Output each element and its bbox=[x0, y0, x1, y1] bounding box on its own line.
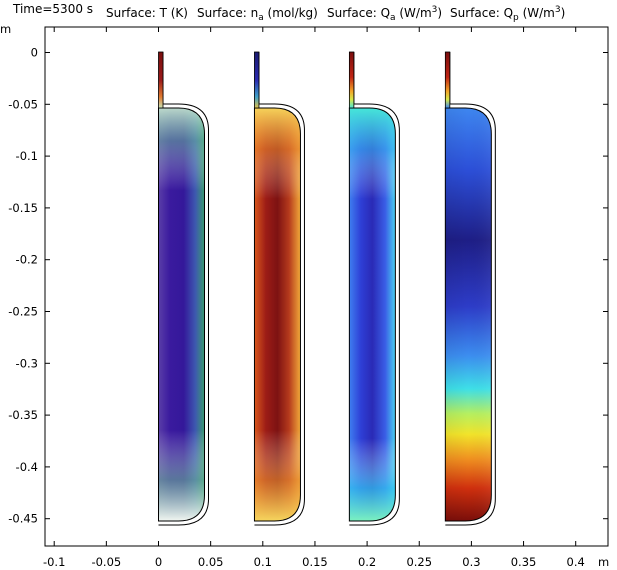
y-tick-label: -0.45 bbox=[8, 512, 38, 526]
surface-title-heat-a: Surface: Qa (W/m3) bbox=[327, 5, 442, 23]
field-outline bbox=[158, 107, 205, 522]
field-outline bbox=[253, 107, 301, 522]
y-tick-label: -0.1 bbox=[16, 149, 38, 163]
x-tick-label: 0.2 bbox=[358, 555, 376, 569]
field-fill-overlay bbox=[254, 108, 301, 521]
vessel-stem bbox=[444, 51, 451, 109]
y-tick-label: 0 bbox=[31, 46, 38, 60]
x-tick-label: 0.05 bbox=[198, 555, 224, 569]
x-tick-label: 0.1 bbox=[254, 555, 272, 569]
field-outline bbox=[444, 107, 492, 522]
surface-title-concentration: Surface: na (mol/kg) bbox=[197, 6, 318, 23]
field-outline bbox=[348, 107, 396, 522]
y-tick-label: -0.3 bbox=[16, 356, 38, 370]
vessel-concentration bbox=[253, 51, 305, 526]
y-tick-label: -0.15 bbox=[8, 201, 38, 215]
y-tick-label: -0.25 bbox=[8, 305, 38, 319]
field-fill-overlay bbox=[445, 108, 492, 521]
x-tick-label: 0.35 bbox=[511, 555, 537, 569]
field-fill-overlay bbox=[349, 108, 396, 521]
x-tick-label: 0.3 bbox=[462, 555, 480, 569]
vessel-stem bbox=[254, 51, 260, 109]
x-tick-label: 0.4 bbox=[567, 555, 585, 569]
vessel-stem bbox=[348, 51, 355, 109]
plot-frame bbox=[44, 26, 609, 547]
time-label: Time=5300 s bbox=[12, 2, 93, 16]
y-tick-label: -0.35 bbox=[8, 408, 38, 422]
axis-ticks: -0.1 -0.05 0 0.05 0.1 0.15 0.2 0.25 0.3 0.35 0.4 0 -… bbox=[8, 27, 608, 569]
x-tick-label: 0.25 bbox=[406, 555, 432, 569]
vessel-shapes bbox=[158, 51, 496, 526]
x-tick-label: -0.05 bbox=[91, 555, 121, 569]
x-tick-label: 0.15 bbox=[302, 555, 328, 569]
vessel-temperature bbox=[158, 51, 209, 526]
plot-header: Time=5300 s Surface: T (K) Surface: na (… bbox=[12, 2, 565, 23]
vessel-heat-source-p bbox=[444, 51, 496, 526]
vessel-heat-source-a bbox=[348, 51, 400, 526]
surface-title-heat-p: Surface: Qp (W/m3) bbox=[450, 5, 565, 23]
field-fill-overlay bbox=[158, 108, 205, 521]
x-tick-label: 0 bbox=[155, 555, 162, 569]
x-unit-label: m bbox=[598, 555, 609, 569]
y-tick-label: -0.4 bbox=[16, 460, 38, 474]
x-tick-label: -0.1 bbox=[43, 555, 65, 569]
y-tick-label: -0.2 bbox=[16, 253, 38, 267]
y-tick-label: -0.05 bbox=[8, 97, 38, 111]
vessel-stem bbox=[158, 51, 164, 109]
surface-title-temperature: Surface: T (K) bbox=[106, 6, 188, 20]
y-unit-label: m bbox=[0, 22, 11, 36]
